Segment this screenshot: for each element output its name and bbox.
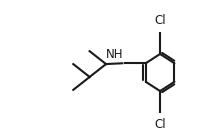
Text: NH: NH — [106, 48, 123, 61]
Text: Cl: Cl — [154, 14, 166, 27]
Text: Cl: Cl — [154, 119, 166, 132]
